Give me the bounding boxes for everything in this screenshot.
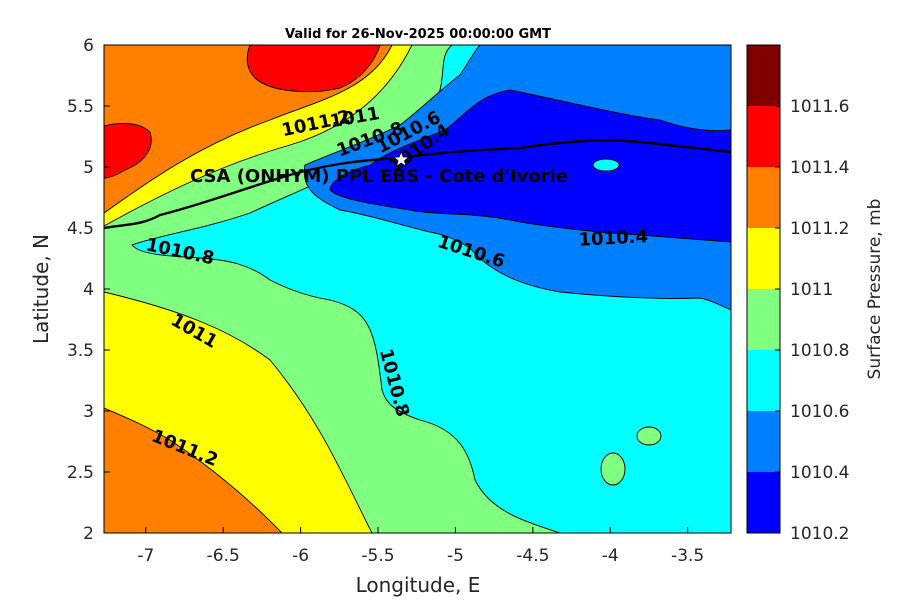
x-axis-label: Longitude, E — [356, 573, 481, 597]
x-tick-label: -4.5 — [516, 546, 549, 566]
x-tick-label: -5.5 — [361, 546, 394, 566]
chart-title: Valid for 26-Nov-2025 00:00:00 GMT — [285, 27, 551, 42]
y-axis-label: Latitude, N — [29, 234, 53, 344]
x-tick-label: -6.5 — [207, 546, 240, 566]
x-tick-label: -5 — [447, 546, 464, 566]
colorbar-swatch — [747, 45, 780, 106]
contour-label: 1010.4 — [578, 226, 648, 251]
contour-band-1011-4-west — [104, 123, 152, 179]
site-star-marker — [392, 150, 410, 168]
colorbar-swatch — [747, 228, 780, 289]
y-tick-label: 2.5 — [67, 463, 94, 483]
x-axis: -7 -6.5 -6 -5.5 -5 -4.5 -4 -3.5 — [137, 527, 704, 566]
x-tick-label: -6 — [292, 546, 309, 566]
x-tick-label: -7 — [137, 546, 154, 566]
y-tick-label: 3.5 — [67, 341, 94, 361]
colorbar-swatch — [747, 167, 780, 228]
contour-island-green-2 — [600, 452, 626, 486]
colorbar-swatch — [747, 106, 780, 167]
site-label: CSA (ONHYM) PPL EBS - Cote d'Ivorie — [190, 166, 568, 187]
colorbar-swatch — [747, 289, 780, 350]
y-tick-label: 4 — [83, 280, 94, 300]
colorbar-tick-label: 1011 — [790, 280, 833, 300]
y-tick-label: 4.5 — [67, 219, 94, 239]
y-axis: 2 2.5 3 3.5 4 4.5 5 5.5 6 — [67, 36, 110, 544]
colorbar-tick-label: 1010.4 — [790, 463, 849, 483]
y-tick-label: 5 — [83, 158, 94, 178]
colorbar-tick-label: 1010.6 — [790, 402, 849, 422]
x-tick-label: -4 — [602, 546, 619, 566]
colorbar: 1010.2 1010.4 1010.6 1010.8 1011 1011.2 1011.4… — [746, 44, 849, 544]
y-tick-label: 5.5 — [67, 97, 94, 117]
contour-band-1010-2 — [329, 89, 731, 243]
colorbar-tick-label: 1010.8 — [790, 341, 849, 361]
contour-fill-layer — [104, 45, 731, 533]
y-tick-label: 2 — [83, 524, 94, 544]
colorbar-tick-label: 1010.2 — [790, 524, 849, 544]
colorbar-swatch — [747, 472, 780, 533]
colorbar-tick-label: 1011.4 — [790, 158, 849, 178]
y-tick-label: 6 — [83, 36, 94, 56]
colorbar-tick-label: 1011.2 — [790, 219, 849, 239]
colorbar-label: Surface Pressure, mb — [865, 199, 885, 380]
x-tick-label: -3.5 — [671, 546, 704, 566]
colorbar-tick-label: 1011.6 — [790, 97, 849, 117]
colorbar-swatch — [747, 411, 780, 472]
y-tick-label: 3 — [83, 402, 94, 422]
contour-island-cyan — [592, 158, 620, 172]
colorbar-swatch — [747, 350, 780, 411]
contour-island-green-1 — [636, 426, 662, 446]
contour-band-1011-4 — [246, 45, 381, 93]
